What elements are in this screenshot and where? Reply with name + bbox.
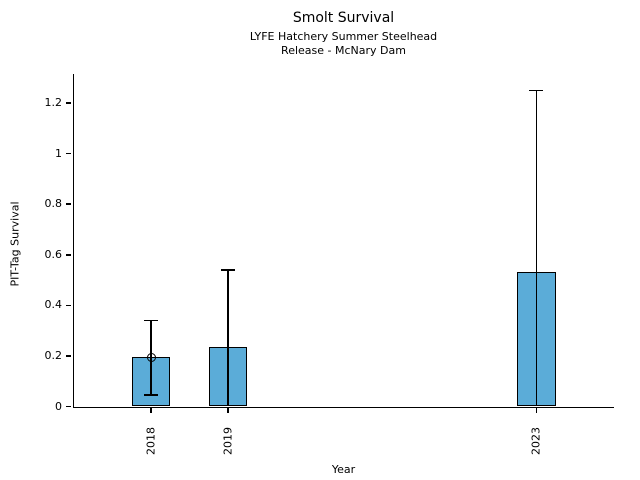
- error-cap-top: [221, 269, 236, 271]
- chart-title: Smolt Survival: [292, 10, 395, 26]
- x-tick-label: 2018: [144, 426, 158, 455]
- y-tick: [66, 203, 71, 205]
- x-tick: [150, 406, 152, 413]
- y-tick-label: 1.2: [44, 96, 63, 110]
- plot-area: 0 0.2 0.4 0.6 0.8 1 1.2 2018 2019 2023: [45, 74, 614, 455]
- error-bar-2023: [535, 90, 538, 407]
- open-circle-marker: [146, 352, 156, 362]
- chart-subtitle-line2: Release - McNary Dam: [281, 44, 406, 57]
- y-tick: [66, 152, 71, 155]
- x-tick: [227, 406, 229, 413]
- y-tick: [66, 355, 71, 357]
- x-tick-label: 2023: [529, 426, 543, 455]
- y-tick: [66, 254, 71, 256]
- y-tick-label: 0.6: [44, 247, 63, 261]
- x-tick-label: 2019: [221, 426, 235, 455]
- error-bar-2019: [227, 269, 229, 407]
- error-cap-top: [144, 319, 159, 322]
- error-cap-bottom: [144, 394, 159, 396]
- x-axis-label: Year: [331, 463, 356, 476]
- y-tick-label: 0.2: [44, 348, 63, 362]
- chart-subtitle-line1: LYFE Hatchery Summer Steelhead: [249, 30, 438, 43]
- y-tick-label: 0.8: [44, 197, 63, 211]
- y-tick-label: 1: [55, 146, 62, 160]
- y-tick: [66, 405, 71, 408]
- y-tick-label: 0.4: [44, 298, 63, 312]
- x-tick: [535, 406, 538, 413]
- y-tick-label: 0: [55, 399, 62, 413]
- y-tick: [66, 304, 71, 307]
- y-tick: [66, 102, 71, 104]
- y-axis-label: PIT-Tag Survival: [8, 201, 22, 287]
- error-cap-top: [529, 89, 544, 92]
